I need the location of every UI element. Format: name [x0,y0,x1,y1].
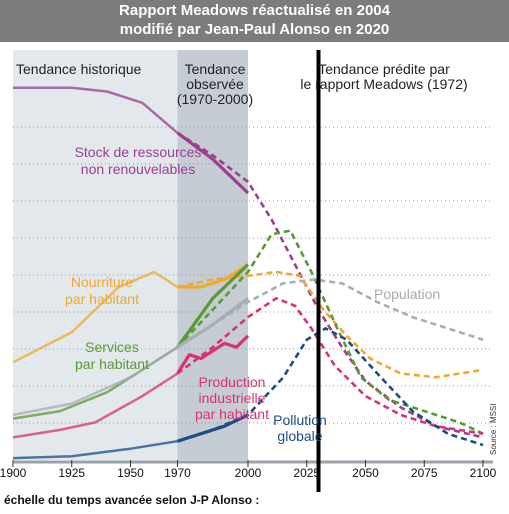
industrial-label: par habitant [195,406,269,422]
x-tick-label: 1925 [58,466,85,480]
food-historical-line [12,270,179,364]
meadows-chart: 1900192519501970200020252050207521002020… [0,50,498,492]
pollution-label: Pollution [273,412,327,428]
food-label: Nourriture [71,274,133,290]
industrial-observed-line [176,334,250,375]
services-label: par habitant [75,356,149,372]
x-axis: 1900192519501970200020252050207521002020… [0,460,497,480]
source-note: Source : MSSI [489,403,498,455]
region-label-observed: Tendance [185,61,246,77]
region-label-predicted: Tendance prédite par [318,61,450,77]
x-tick-label: 2050 [352,466,379,480]
observed-band [177,50,248,460]
pollution-historical-line [12,439,178,460]
x-tick-label: 2025 [293,466,320,480]
industrial-predicted-line [176,296,484,435]
region-label-observed: observée [186,76,244,92]
x-tick-label: 2000 [235,466,262,480]
resources-label: non renouvelables [81,161,195,177]
x-tick-label: 2100 [470,466,497,480]
services-predicted-line [176,229,484,435]
region-label-predicted: le rapport Meadows (1972) [300,76,467,92]
x-tick-label: 2075 [411,466,438,480]
industrial-label: Production [199,374,266,390]
region-label-historical: Tendance historique [16,61,142,77]
resources-historical-line [13,86,179,134]
series-lines [12,50,484,492]
food-predicted-line [177,270,484,379]
industrial-historical-line [12,372,179,439]
resources-label: Stock de ressources [75,144,202,160]
title-line-2: modifié par Jean-Paul Alonso en 2020 [119,21,390,38]
title-band: Rapport Meadows réactualisé en 2004 modi… [0,0,509,42]
chart-labels: Tendance historique Tendanceobservée(1970… [16,61,498,455]
food-observed-line [177,263,249,289]
population-predicted-line [176,278,484,349]
pollution-predicted-line [177,327,484,447]
x-tick-label: 1950 [117,466,144,480]
x-tick-label: 1900 [0,466,27,480]
background-bands [13,50,491,460]
population-label: Population [374,286,440,302]
region-label-observed: (1970-2000) [177,91,253,107]
pollution-label: globale [277,428,322,444]
x-tick-label: 1970 [164,466,191,480]
food-label: par habitant [65,291,139,307]
population-historical-line [12,346,179,417]
title-line-1: Rapport Meadows réactualisé en 2004 [119,2,390,19]
industrial-label: industrielle [199,390,266,406]
alonso-footnote: échelle du temps avancée selon J-P Alons… [4,493,260,507]
services-label: Services [85,339,139,355]
services-observed-line [176,263,250,349]
